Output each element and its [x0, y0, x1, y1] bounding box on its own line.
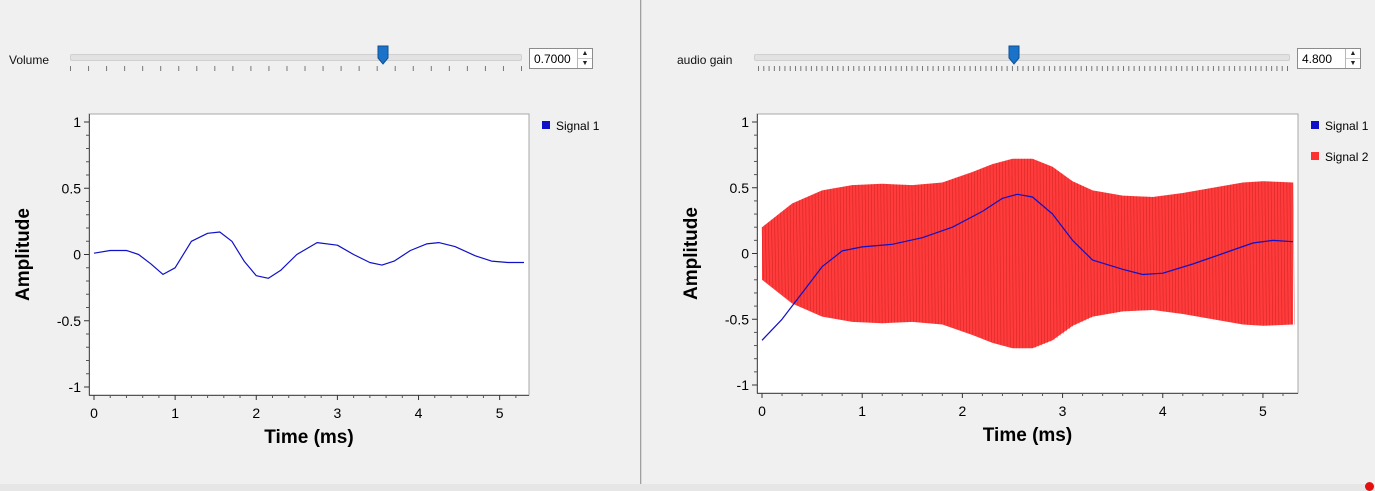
volume-spin-down-button[interactable]: ▼	[581, 60, 589, 67]
y-tick-label: -0.5	[57, 313, 81, 329]
legend-label[interactable]: Signal 1	[556, 119, 600, 133]
left-time-plot: 1 0.5 0 -0.5 -1 0 1 2 3 4 5 Time (ms) Amplitude Signa…	[13, 113, 600, 448]
y-tick-label: 0.5	[62, 180, 82, 196]
audio-gain-spin-down-button[interactable]: ▼	[1349, 60, 1357, 67]
x-tick-label: 0	[758, 403, 766, 419]
legend-label[interactable]: Signal 1	[1325, 119, 1369, 133]
y-tick-label: 1	[741, 114, 749, 130]
y-tick-label: -1	[69, 379, 82, 395]
audio-gain-slider[interactable]	[754, 54, 1290, 61]
x-tick-label: 2	[252, 405, 260, 421]
y-axis-label: Amplitude	[13, 208, 34, 301]
x-tick-label: 4	[1159, 403, 1167, 419]
y-axis-label: Amplitude	[681, 207, 702, 300]
audio-gain-slider-ticks	[758, 66, 1288, 71]
legend-label[interactable]: Signal 2	[1325, 150, 1369, 164]
volume-label: Volume	[9, 53, 50, 67]
x-axis-label: Time (ms)	[264, 427, 353, 448]
y-tick-label: -0.5	[725, 311, 749, 327]
y-tick-label: 0.5	[730, 180, 750, 196]
x-tick-label: 2	[958, 403, 966, 419]
x-tick-label: 5	[1259, 403, 1267, 419]
x-tick-label: 5	[496, 405, 504, 421]
right-panel: audio gain 4.800 ▲ ▼ 1 0.5 0 -0.5 -1 0 1 2 3 4 5 Ti…	[641, 0, 1375, 491]
volume-slider-ticks	[70, 66, 522, 71]
audio-gain-slider-handle[interactable]	[1008, 45, 1020, 65]
volume-value[interactable]: 0.7000	[534, 52, 571, 66]
x-tick-label: 1	[171, 405, 179, 421]
volume-slider[interactable]	[70, 54, 522, 61]
x-tick-label: 4	[415, 405, 423, 421]
horizontal-scrollbar[interactable]	[0, 484, 1375, 491]
volume-spinbox[interactable]: 0.7000 ▲ ▼	[529, 48, 593, 69]
plot-canvas	[88, 113, 530, 396]
signal-2-carrier	[761, 158, 1295, 349]
x-tick-label: 0	[90, 405, 98, 421]
volume-spin-up-button[interactable]: ▲	[578, 49, 592, 59]
signal-1-line	[761, 193, 1294, 341]
legend-swatch	[1311, 152, 1319, 160]
x-tick-label: 3	[1059, 403, 1067, 419]
y-tick-label: 0	[741, 246, 749, 262]
x-tick-label: 1	[858, 403, 866, 419]
right-time-plot: 1 0.5 0 -0.5 -1 0 1 2 3 4 5 Time (ms) Amplitude Signa…	[681, 113, 1369, 446]
volume-slider-handle[interactable]	[377, 45, 389, 65]
audio-gain-value[interactable]: 4.800	[1302, 52, 1333, 66]
y-tick-label: 1	[73, 114, 81, 130]
audio-gain-spinbox[interactable]: 4.800 ▲ ▼	[1297, 48, 1361, 69]
signal-1-line	[93, 231, 524, 279]
audio-gain-label: audio gain	[677, 53, 733, 67]
y-tick-label: 0	[73, 247, 81, 263]
x-axis-label: Time (ms)	[983, 425, 1072, 446]
legend-swatch	[542, 121, 550, 129]
y-tick-label: -1	[737, 377, 750, 393]
left-panel: Volume 0.7000 ▲ ▼ 1 0.5 0 -0.5 -1 0 1 2 3 4 5 Time …	[0, 0, 641, 491]
audio-gain-spin-up-button[interactable]: ▲	[1346, 49, 1360, 59]
legend-swatch	[1311, 121, 1319, 129]
x-tick-label: 3	[333, 405, 341, 421]
status-dot-icon	[1365, 482, 1374, 491]
